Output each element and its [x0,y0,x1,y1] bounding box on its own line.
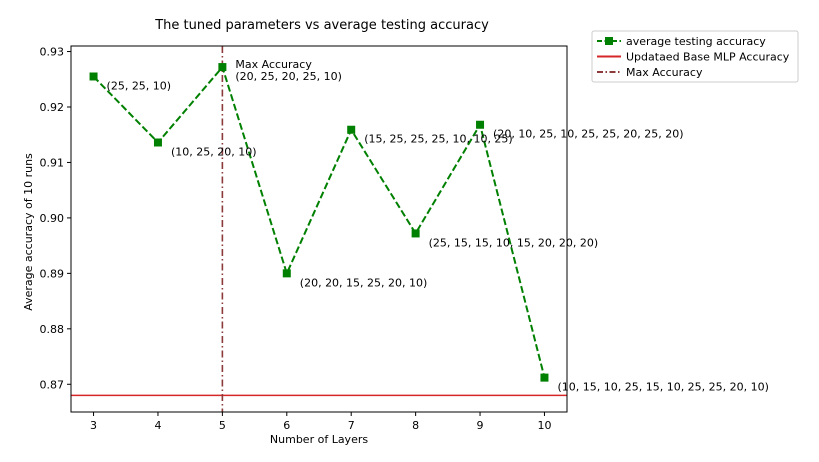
legend-label-2: Max Accuracy [626,66,703,79]
point-label-line: (25, 25, 10) [107,80,172,93]
x-tick-label: 5 [219,419,226,432]
data-point-0-3 [282,269,291,278]
x-tick-label: 9 [477,419,484,432]
data-point-0-2 [218,63,227,72]
axis-ticks: 3 4 5 6 7 8 9 10 0.87 0.88 0.89 0.90 0.91 0.92 0.93 [40,46,552,432]
point-label-1: (10, 25, 20, 10) [171,145,257,158]
y-tick-label: 0.90 [40,212,65,225]
y-axis-label: Average accuracy of 10 runs [22,153,35,311]
y-tick-label: 0.87 [40,378,65,391]
y-tick-label: 0.88 [40,323,65,336]
point-label-3: (20, 20, 15, 25, 20, 10) [300,276,428,289]
data-point-0-0 [89,72,98,81]
data-point-0-5 [411,229,420,238]
legend: average testing accuracy Updataed Base ML… [591,30,799,83]
x-tick-label: 6 [283,419,290,432]
point-label-line: (10, 15, 10, 25, 15, 10, 25, 25, 20, 10) [557,381,769,394]
chart-title: The tuned parameters vs average testing … [154,18,489,33]
plot-area: (25, 25, 10) (10, 25, 20, 10) Max Accurac… [71,46,769,412]
legend-box [591,30,799,83]
data-point-0-1 [153,138,162,147]
x-tick-label: 3 [90,419,97,432]
legend-marker-0 [605,37,613,45]
point-label-6: (20, 10, 25, 10, 25, 25, 20, 25, 20) [493,128,684,141]
x-tick-label: 4 [154,419,161,432]
point-label-line: (20, 25, 20, 25, 10) [235,70,342,83]
data-point-0-6 [476,120,485,129]
point-label-2: Max Accuracy (20, 25, 20, 25, 10) [235,58,342,83]
x-tick-label: 10 [537,419,551,432]
point-label-5: (25, 15, 15, 10, 15, 20, 20, 20) [429,236,599,249]
legend-label-1: Updataed Base MLP Accuracy [626,51,790,64]
point-label-line: (20, 10, 25, 10, 25, 25, 20, 25, 20) [493,128,684,141]
legend-label-0: average testing accuracy [626,35,766,48]
plot-frame [70,45,568,413]
point-label-line: (10, 25, 20, 10) [171,145,257,158]
y-tick-label: 0.92 [40,101,65,114]
point-label-line: (20, 20, 15, 25, 20, 10) [300,276,428,289]
point-label-line: Max Accuracy [235,58,312,71]
point-label-7: (10, 15, 10, 25, 15, 10, 25, 25, 20, 10) [557,381,769,394]
x-tick-label: 8 [412,419,419,432]
data-point-0-4 [347,125,356,134]
series-line-0 [92,65,546,378]
point-label-line: (25, 15, 15, 10, 15, 20, 20, 20) [429,236,599,249]
y-tick-label: 0.91 [40,156,65,169]
y-tick-label: 0.89 [40,267,65,280]
y-tick-label: 0.93 [40,46,65,59]
point-label-0: (25, 25, 10) [107,80,172,93]
data-point-0-7 [540,373,549,382]
x-tick-label: 7 [348,419,355,432]
x-axis-label: Number of Layers [270,433,368,446]
point-label-4: (15, 25, 25, 25, 10, 10, 25) [364,133,513,146]
point-label-line: (15, 25, 25, 25, 10, 10, 25) [364,133,513,146]
